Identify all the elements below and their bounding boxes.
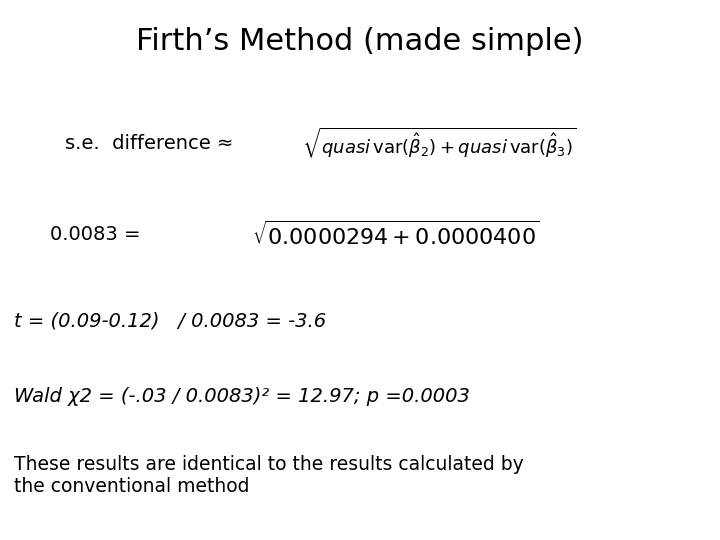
Text: $\sqrt{0.0000294 + 0.0000400}$: $\sqrt{0.0000294 + 0.0000400}$ — [252, 221, 540, 249]
Text: 0.0083 =: 0.0083 = — [50, 225, 141, 245]
Text: These results are identical to the results calculated by
the conventional method: These results are identical to the resul… — [14, 455, 524, 496]
Text: t = (0.09-0.12)   / 0.0083 = -3.6: t = (0.09-0.12) / 0.0083 = -3.6 — [14, 312, 327, 331]
Text: s.e.  difference ≈: s.e. difference ≈ — [65, 133, 233, 153]
Text: $\sqrt{\mathit{quasi}\,\mathrm{var}(\hat{\beta}_2) + \mathit{quasi}\,\mathrm{var: $\sqrt{\mathit{quasi}\,\mathrm{var}(\hat… — [302, 126, 577, 160]
Text: Firth’s Method (made simple): Firth’s Method (made simple) — [136, 27, 584, 56]
Text: Wald χ2 = (-.03 / 0.0083)² = 12.97; p =0.0003: Wald χ2 = (-.03 / 0.0083)² = 12.97; p =0… — [14, 387, 470, 407]
